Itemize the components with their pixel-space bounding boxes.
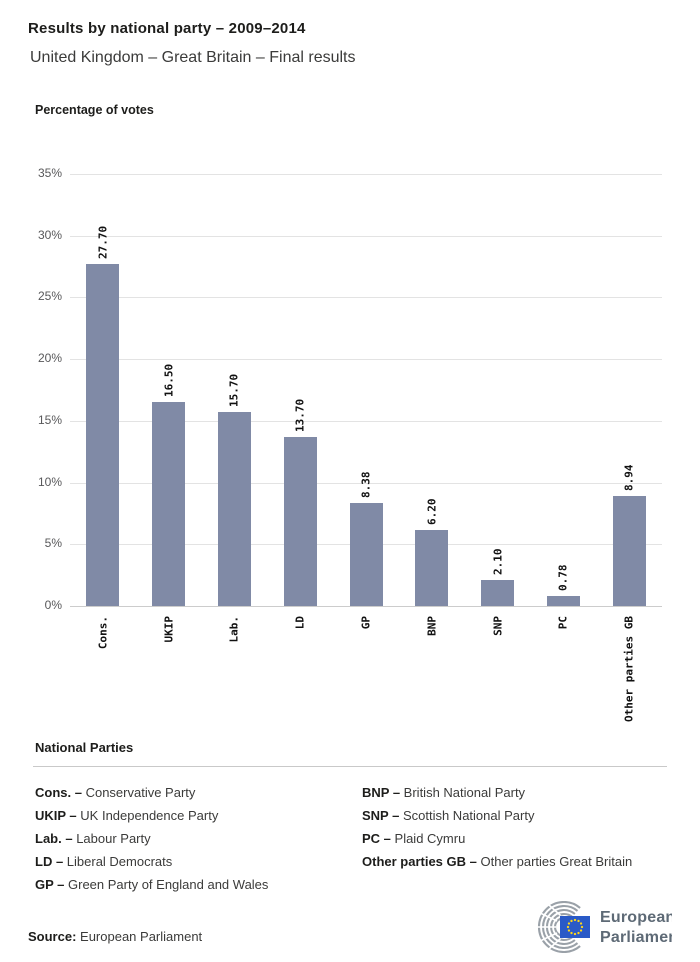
y-tick-label: 5% [44, 536, 62, 551]
bar-other-parties-gb [612, 495, 646, 606]
page-title: Results by national party – 2009–2014 [28, 20, 306, 37]
bar-value-label: 15.70 [227, 374, 241, 408]
x-category-label: Lab. [227, 616, 241, 643]
page-subtitle: United Kingdom – Great Britain – Final r… [30, 49, 356, 66]
y-tick-label: 15% [37, 412, 62, 427]
x-category-label: LD [293, 616, 307, 630]
legend-item: BNP – British National Party [362, 785, 526, 800]
bar-value-label: 27.70 [96, 225, 110, 260]
gridline [70, 359, 662, 361]
gridline [70, 420, 662, 422]
bar-lab [217, 412, 251, 606]
bar-value-label: 0.78 [556, 564, 570, 592]
x-category-label: Other parties GB [622, 616, 636, 722]
legend-column-right: BNP – British National Party SNP – Scotti… [362, 781, 632, 873]
y-tick-label: 10% [37, 474, 62, 489]
legend-item: LD – Liberal Democrats [35, 854, 173, 869]
gridline [70, 235, 662, 237]
gridline [70, 297, 662, 299]
legend-heading: National Parties [35, 740, 134, 755]
x-category-label: GP [359, 616, 373, 630]
gridline [70, 174, 662, 175]
bar-value-label: 6.20 [425, 498, 439, 525]
bar-gp [349, 502, 383, 606]
bar-value-label: 8.38 [359, 471, 373, 498]
legend-item: SNP – Scottish National Party [362, 808, 535, 823]
x-category-label: PC [556, 616, 570, 630]
source-label: Source: [28, 929, 77, 944]
legend-divider [33, 766, 667, 767]
legend-column-left: Cons. – Conservative Party UKIP – UK Inde… [35, 781, 268, 896]
bar-value-label: 16.50 [162, 364, 176, 398]
logo-text-line1: European [600, 909, 672, 926]
bar-snp [481, 580, 515, 606]
legend-item: Other parties GB – Other parties Great B… [362, 854, 633, 869]
y-tick-label: 0% [44, 598, 62, 612]
european-parliament-logo: European Parliament [536, 901, 672, 953]
y-tick-label: 30% [37, 227, 62, 242]
source-value: European Parliament [80, 929, 203, 944]
bar-value-label: 8.94 [622, 464, 636, 491]
bar-bnp [415, 529, 449, 606]
bar-pc [546, 596, 580, 606]
legend-item: GP – Green Party of England and Wales [35, 877, 269, 892]
logo-text-line2: Parliament [600, 929, 672, 946]
legend-item: Cons. – Conservative Party [35, 785, 196, 800]
eu-stars [566, 918, 584, 936]
legend-item: PC – Plaid Cymru [362, 831, 466, 846]
x-category-label: UKIP [162, 616, 176, 643]
x-category-label: Cons. [96, 616, 110, 650]
bar-value-label: 2.10 [491, 548, 505, 576]
y-tick-label: 25% [37, 289, 62, 304]
y-axis-title: Percentage of votes [35, 103, 154, 117]
gridline [70, 482, 662, 484]
y-tick-label: 20% [37, 351, 62, 366]
x-axis-line [70, 606, 662, 607]
x-category-label: BNP [425, 616, 439, 636]
bar-cons [86, 264, 120, 606]
source-line: Source: European Parliament [28, 929, 202, 944]
bar-ld [283, 436, 317, 606]
legend-item: UKIP – UK Independence Party [35, 808, 219, 823]
eu-flag-icon [560, 916, 590, 938]
bar-value-label: 13.70 [293, 398, 307, 432]
legend-item: Lab. – Labour Party [35, 831, 151, 846]
bar-ukip [152, 402, 186, 606]
x-category-label: SNP [491, 616, 505, 636]
y-tick-label: 35% [37, 166, 62, 180]
